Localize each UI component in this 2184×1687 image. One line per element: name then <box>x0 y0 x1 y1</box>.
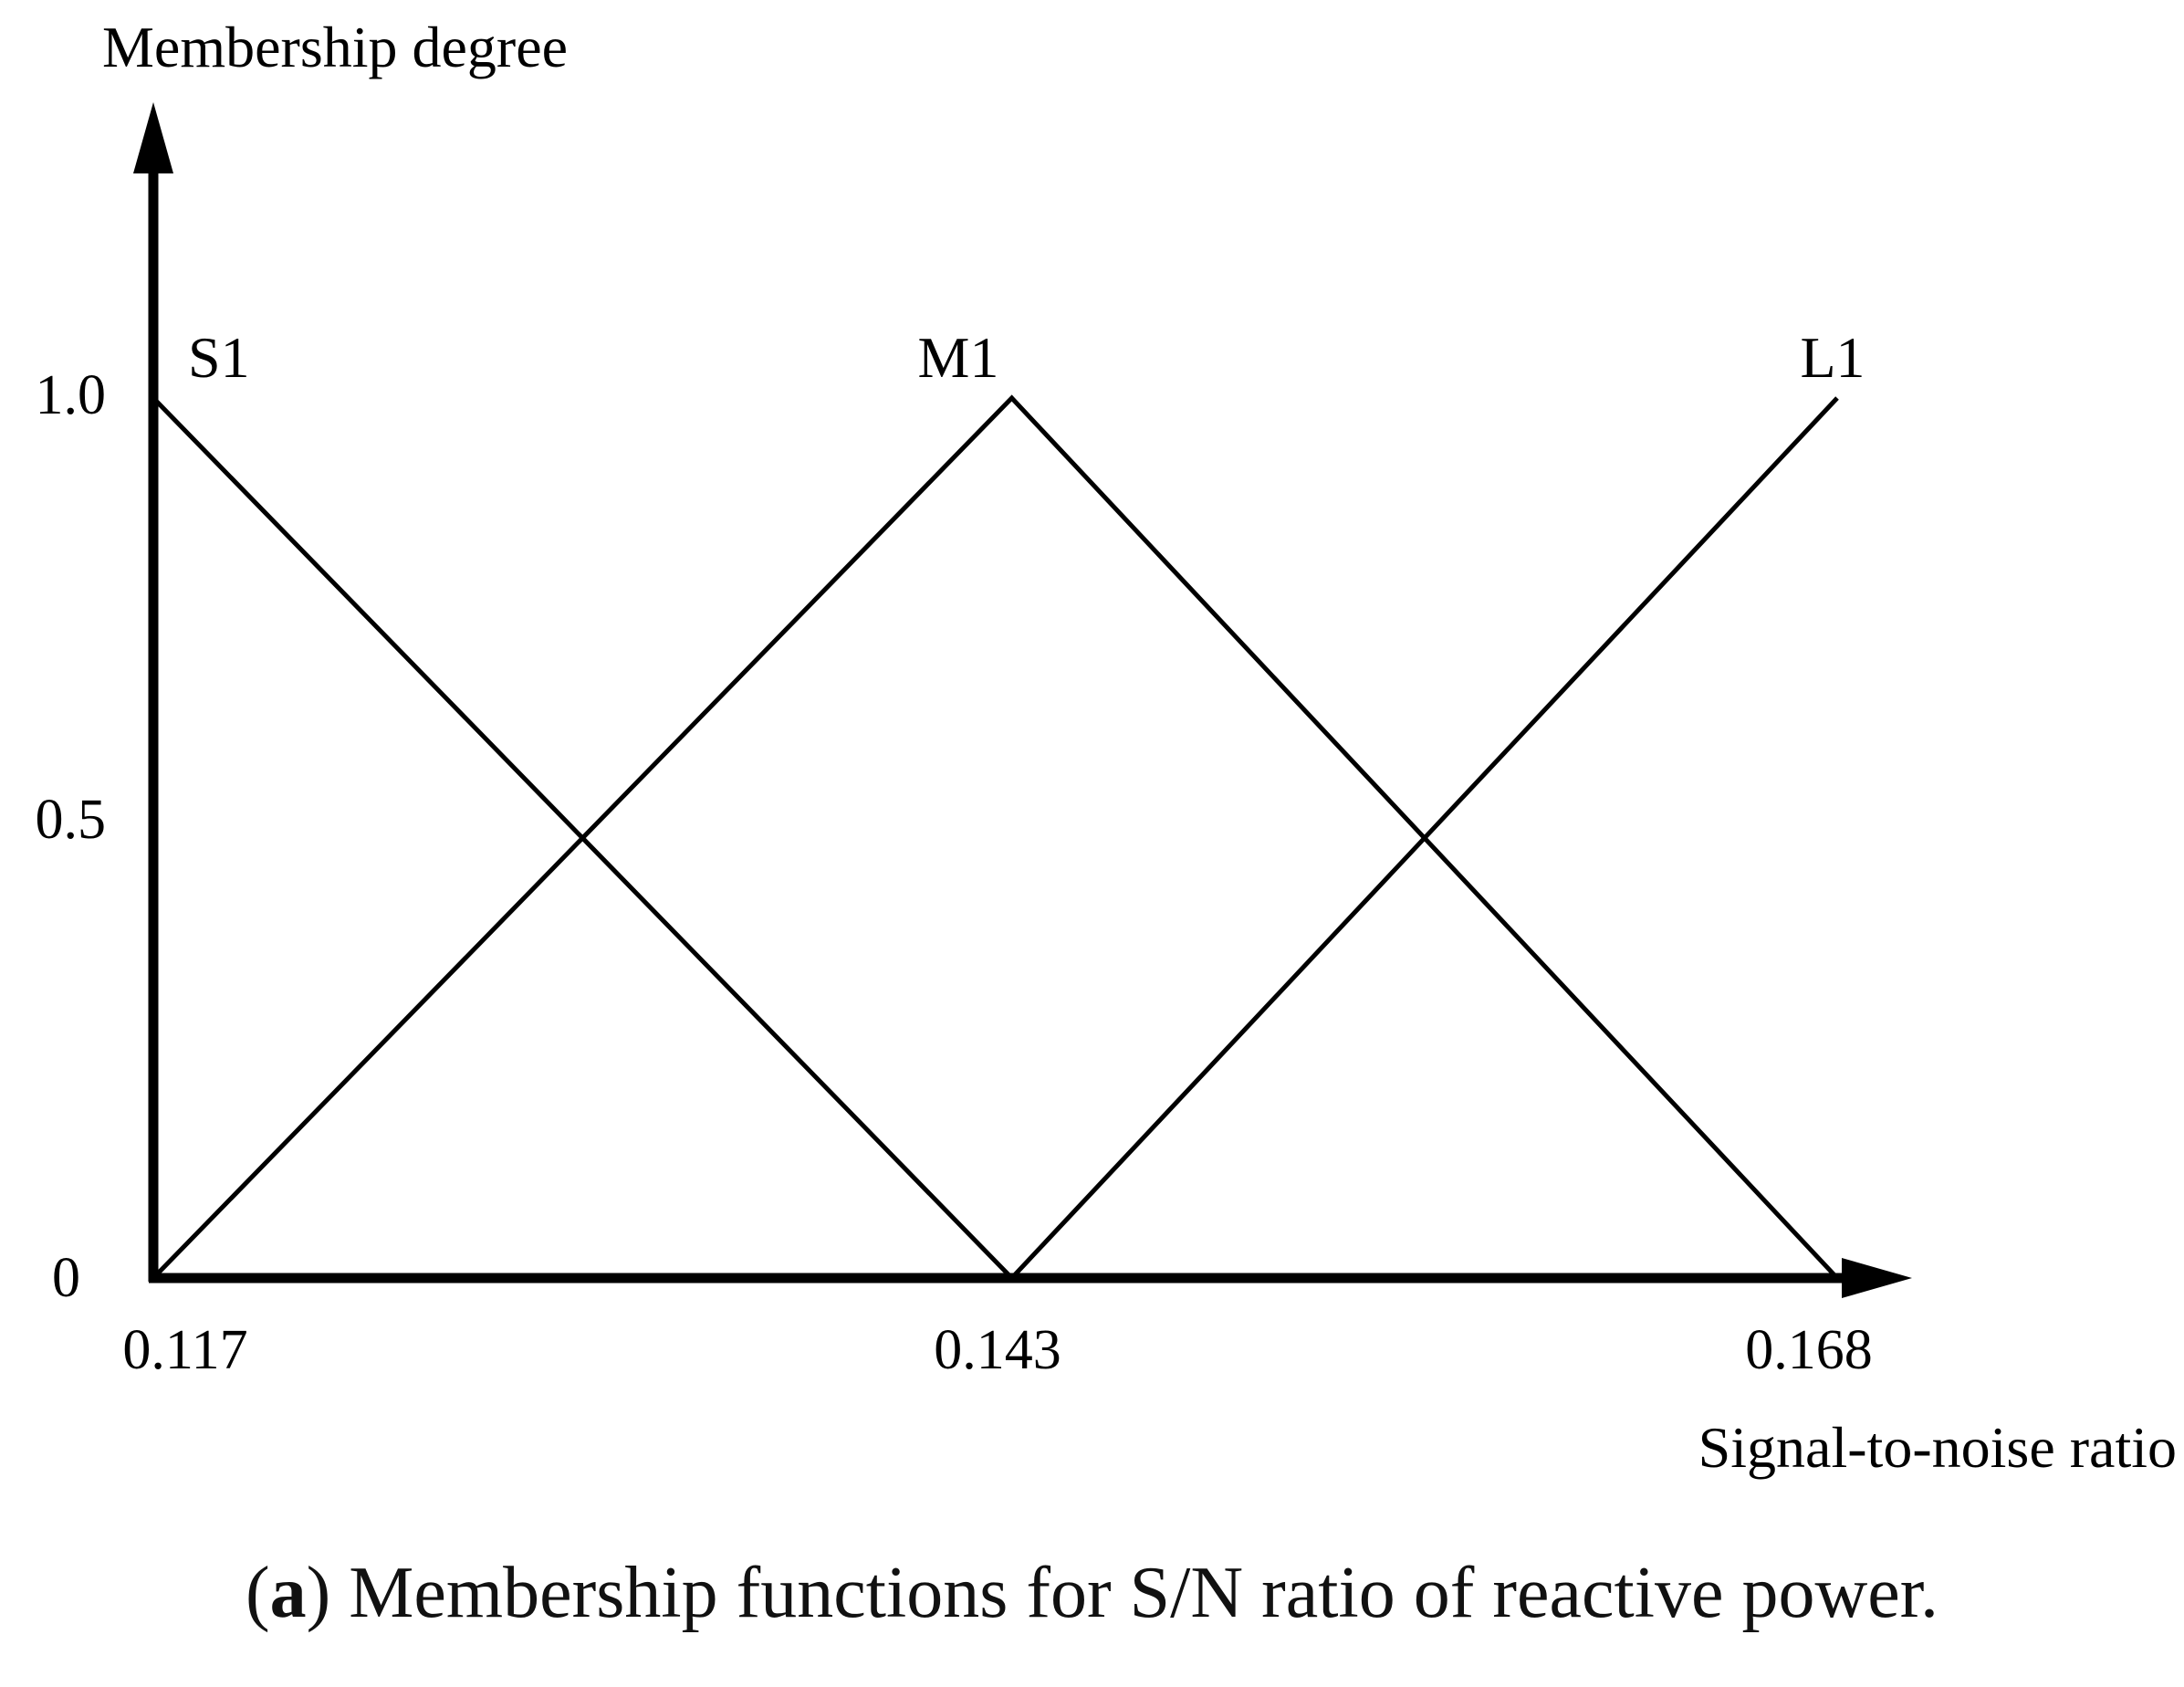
x-axis-title: Signal-to-noise ratio <box>1698 1415 2177 1480</box>
y-axis-title: Membership degree <box>102 15 568 79</box>
series-label-s1: S1 <box>188 325 250 390</box>
y-tick-label-0: 0 <box>52 1247 80 1309</box>
x-tick-label-0: 0.117 <box>122 1319 247 1381</box>
series-label-l1: L1 <box>1800 325 1865 390</box>
x-axis-arrowhead <box>1842 1258 1912 1298</box>
figure-caption: (a) Membership functions for S/N ratio o… <box>245 1553 1939 1633</box>
series-label-m1: M1 <box>918 325 999 390</box>
x-tick-label-1: 0.143 <box>934 1319 1061 1381</box>
series-line-l1 <box>1009 396 1839 1280</box>
caption-text: Membership functions for S/N ratio of re… <box>349 1553 1939 1633</box>
y-tick-label-2: 1.0 <box>36 364 107 426</box>
series-line-m1 <box>152 394 1839 1280</box>
caption-label: a <box>269 1553 307 1633</box>
x-tick-label-2: 0.168 <box>1745 1319 1873 1381</box>
y-axis-arrowhead <box>133 102 173 173</box>
y-tick-label-1: 0.5 <box>36 789 107 851</box>
